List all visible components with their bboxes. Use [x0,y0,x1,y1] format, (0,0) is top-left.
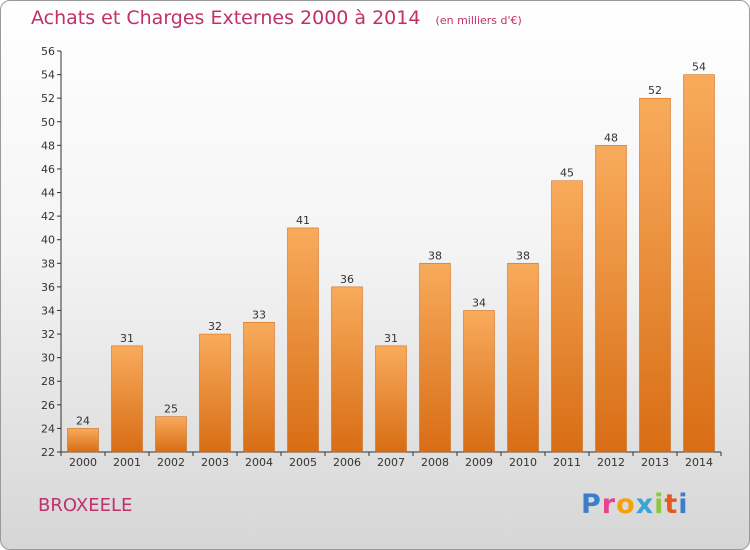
data-label-2007: 31 [384,332,398,345]
y-tick-label: 26 [41,399,55,412]
x-tick-label-2001: 2001 [113,456,141,469]
y-tick-label: 42 [41,210,55,223]
x-tick-label-2006: 2006 [333,456,361,469]
logo-letter: i [654,489,665,520]
logo-letter: P [581,489,602,520]
x-tick-label-2005: 2005 [289,456,317,469]
y-tick-label: 22 [41,446,55,459]
x-tick-label-2012: 2012 [597,456,625,469]
bar-chart: 22 24 26 28 30 32 34 36 38 40 42 44 46 48 50 52 54 56 24 20… [41,45,722,469]
y-tick-label: 30 [41,352,55,365]
x-tick-label-2002: 2002 [157,456,185,469]
data-label-2005: 41 [296,214,310,227]
bar-2012 [595,145,627,453]
bar-2008 [419,263,451,453]
bar-2002 [155,416,187,453]
logo-letter: t [664,489,679,520]
chart-title: Achats et Charges Externes 2000 à 2014 [31,7,421,29]
data-label-2013: 52 [648,84,662,97]
x-tick-label-2009: 2009 [465,456,493,469]
bar-2005 [287,227,319,453]
data-label-2014: 54 [692,61,706,74]
data-label-2011: 45 [560,167,574,180]
x-tick-label-2010: 2010 [509,456,537,469]
bar-2004 [243,322,275,453]
y-tick-label: 52 [41,92,55,105]
data-label-2003: 32 [208,320,222,333]
bar-2010 [507,263,539,453]
logo-letter: o [616,489,636,520]
x-tick-label-2003: 2003 [201,456,229,469]
logo-letter: r [601,489,617,520]
chart-unit: (en milliers d'€) [435,14,522,27]
title-line: Achats et Charges Externes 2000 à 2014 (… [31,7,522,29]
data-label-2002: 25 [164,403,178,416]
y-tick-label: 50 [41,116,55,129]
logo-letter: x [635,489,655,520]
y-tick-label: 40 [41,234,55,247]
y-tick-label: 54 [41,69,55,82]
bar-2003 [199,333,231,453]
y-tick-label: 32 [41,328,55,341]
bar-2014 [683,74,715,453]
bar-2001 [111,345,143,453]
data-label-2001: 31 [120,332,134,345]
data-label-2006: 36 [340,273,354,286]
x-tick-label-2007: 2007 [377,456,405,469]
bar-2007 [375,345,407,453]
data-label-2012: 48 [604,131,618,144]
bar-2000 [67,428,99,453]
y-tick-label: 36 [41,281,55,294]
y-tick-label: 44 [41,187,55,200]
data-label-2000: 24 [76,414,90,427]
data-label-2010: 38 [516,249,530,262]
y-tick-label: 24 [41,422,55,435]
y-tick-label: 38 [41,257,55,270]
commune-name: BROXEELE [38,495,133,516]
data-label-2009: 34 [472,296,486,309]
y-tick-label: 48 [41,139,55,152]
x-tick-label-2013: 2013 [641,456,669,469]
bar-2009 [463,310,495,453]
proxiti-logo: Proxiti [581,489,689,520]
x-tick-label-2000: 2000 [69,456,97,469]
bar-2011 [551,180,583,453]
x-tick-label-2011: 2011 [553,456,581,469]
y-tick-label: 46 [41,163,55,176]
y-tick-label: 34 [41,304,55,317]
x-tick-label-2014: 2014 [685,456,713,469]
x-tick-label-2004: 2004 [245,456,273,469]
x-tick-label-2008: 2008 [421,456,449,469]
data-label-2004: 33 [252,308,266,321]
bar-2006 [331,286,363,453]
bar-2013 [639,97,671,453]
y-tick-label: 56 [41,45,55,58]
data-label-2008: 38 [428,249,442,262]
logo-letter: i [678,489,689,520]
y-tick-label: 28 [41,375,55,388]
